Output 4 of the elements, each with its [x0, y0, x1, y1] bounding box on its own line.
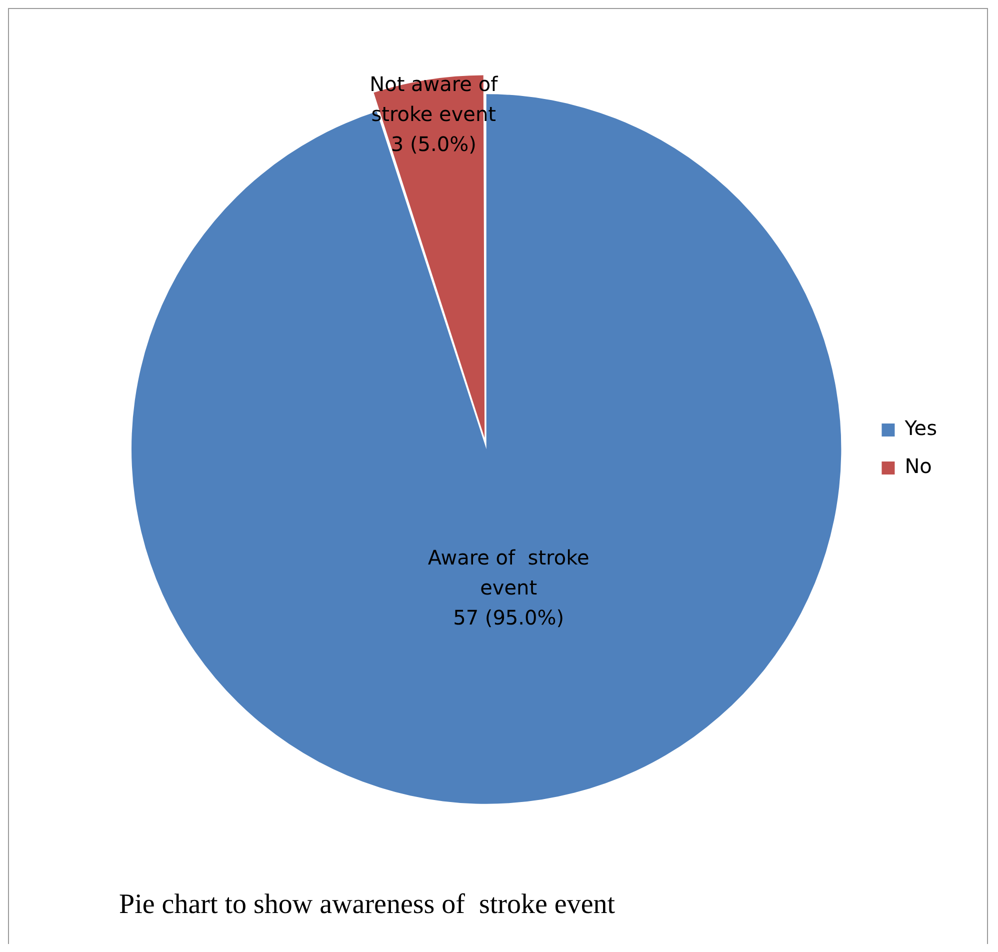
text: Pie chart to show awareness of stroke event: [118, 889, 616, 921]
legend-label: No: [904, 454, 932, 478]
legend-label: Yes: [904, 416, 938, 440]
data-label: Aware of stroke event 57 (95.0%): [428, 545, 590, 630]
